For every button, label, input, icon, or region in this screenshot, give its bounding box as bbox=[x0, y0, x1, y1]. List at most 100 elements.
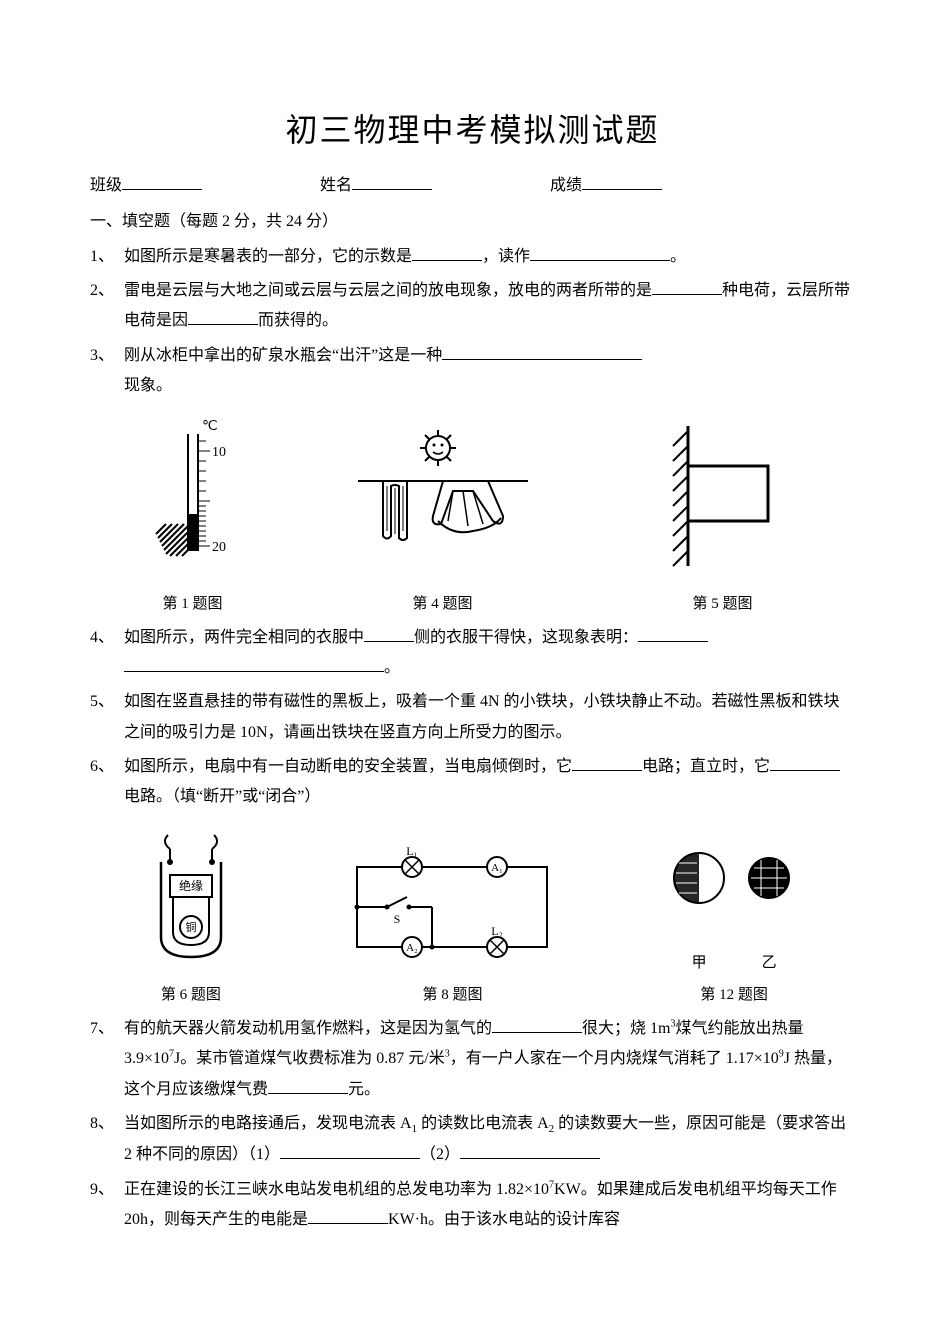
q4-blank-1 bbox=[364, 626, 414, 642]
q1-number: 1、 bbox=[90, 242, 124, 272]
q9-number: 9、 bbox=[90, 1175, 124, 1236]
l2-label: L₂ bbox=[492, 924, 504, 938]
page-title: 初三物理中考模拟测试题 bbox=[90, 100, 855, 161]
question-list-cont2: 7、 有的航天器火箭发动机用氢作燃料，这是因为氢气的很大；烧 1m3煤气约能放出… bbox=[90, 1014, 855, 1171]
figure-q4-caption: 第 4 题图 bbox=[353, 590, 533, 619]
q7-a: 有的航天器火箭发动机用氢作燃料，这是因为氢气的 bbox=[124, 1020, 492, 1037]
circuit-svg: L₁ A₁ A₂ L₂ S bbox=[337, 847, 567, 967]
q7-blank-1 bbox=[492, 1017, 582, 1033]
class-blank bbox=[122, 174, 202, 190]
yi-label: 乙 bbox=[762, 949, 777, 978]
s-label: S bbox=[394, 912, 401, 926]
question-1: 1、 如图所示是寒暑表的一部分，它的示数是 ，读作 。 bbox=[90, 242, 855, 272]
q6-text-b: 电路；直立时，它 bbox=[642, 758, 770, 775]
figure-row-2: 绝缘 铜 第 6 题图 L₁ A₁ A₂ L₂ bbox=[90, 827, 855, 1010]
question-3: 3、 刚从冰柜中拿出的矿泉水瓶会“出汗”这是一种 现象。 bbox=[90, 341, 855, 402]
q7-d: J。某市管道煤气收费标准为 0.87 元/米 bbox=[174, 1050, 445, 1067]
q1-blank-1 bbox=[412, 245, 482, 261]
q2-number: 2、 bbox=[90, 276, 124, 337]
question-7: 7、 有的航天器火箭发动机用氢作燃料，这是因为氢气的很大；烧 1m3煤气约能放出… bbox=[90, 1014, 855, 1105]
figure-q12: 甲 乙 第 12 题图 bbox=[659, 838, 809, 1010]
name-blank bbox=[352, 174, 432, 190]
q4-text-c: 。 bbox=[384, 659, 400, 676]
a2-label: A₂ bbox=[407, 942, 419, 954]
section-1-heading: 一、填空题（每题 2 分，共 24 分） bbox=[90, 207, 855, 237]
question-5: 5、 如图在竖直悬挂的带有磁性的黑板上，吸着一个重 4N 的小铁块，小铁块静止不… bbox=[90, 687, 855, 748]
figure-q1-caption: 第 1 题图 bbox=[148, 590, 238, 619]
figure-q5-caption: 第 5 题图 bbox=[648, 590, 798, 619]
q4-number: 4、 bbox=[90, 623, 124, 684]
q6-blank-2 bbox=[770, 755, 840, 771]
fan-switch-svg: 绝缘 铜 bbox=[136, 827, 246, 967]
q7-number: 7、 bbox=[90, 1014, 124, 1105]
q1-text-c: 。 bbox=[670, 248, 686, 265]
insulation-label: 绝缘 bbox=[179, 878, 203, 893]
copper-label: 铜 bbox=[185, 920, 196, 934]
q3-text-a: 刚从冰柜中拿出的矿泉水瓶会“出汗”这是一种 bbox=[124, 347, 442, 364]
q6-number: 6、 bbox=[90, 752, 124, 813]
figure-q6: 绝缘 铜 第 6 题图 bbox=[136, 827, 246, 1010]
l1-label: L₁ bbox=[407, 847, 419, 858]
q2-blank-2 bbox=[188, 309, 258, 325]
q1-blank-2 bbox=[530, 245, 670, 261]
q9-a: 正在建设的长江三峡水电站发电机组的总发电功率为 1.82×10 bbox=[124, 1181, 549, 1198]
figure-q12-caption: 第 12 题图 bbox=[659, 981, 809, 1010]
q2-text-a: 雷电是云层与大地之间或云层与云层之间的放电现象，放电的两者所带的是 bbox=[124, 282, 652, 299]
q6-text-a: 如图所示，电扇中有一自动断电的安全装置，当电扇倾倒时，它 bbox=[124, 758, 572, 775]
q4-text-a: 如图所示，两件完全相同的衣服中 bbox=[124, 629, 364, 646]
therm-unit: ℃ bbox=[202, 419, 218, 434]
figure-row-1: ℃ 10 bbox=[90, 416, 855, 619]
q6-blank-1 bbox=[572, 755, 642, 771]
a1-label: A₁ bbox=[492, 862, 504, 874]
q8-number: 8、 bbox=[90, 1109, 124, 1170]
question-list-cont: 4、 如图所示，两件完全相同的衣服中 侧的衣服干得快，这现象表明： 。 5、 如图… bbox=[90, 623, 855, 813]
q7-b: 很大；烧 1m bbox=[582, 1020, 670, 1037]
score-label: 成绩 bbox=[550, 177, 582, 194]
magnetic-board-svg bbox=[648, 416, 798, 576]
q8-d: （2） bbox=[420, 1146, 460, 1163]
q4-blank-2 bbox=[638, 626, 708, 642]
q4-text-b: 侧的衣服干得快，这现象表明： bbox=[414, 629, 638, 646]
q7-g: 元。 bbox=[348, 1081, 380, 1098]
therm-tick-bot: 20 bbox=[212, 540, 226, 555]
name-label: 姓名 bbox=[320, 177, 352, 194]
question-6: 6、 如图所示，电扇中有一自动断电的安全装置，当电扇倾倒时，它 电路；直立时，它电… bbox=[90, 752, 855, 813]
q3-number: 3、 bbox=[90, 341, 124, 402]
q3-blank-1 bbox=[442, 344, 642, 360]
q3-text-b: 现象。 bbox=[124, 377, 172, 394]
therm-tick-top: 10 bbox=[212, 445, 226, 460]
q4-blank-3 bbox=[124, 656, 384, 672]
question-2: 2、 雷电是云层与大地之间或云层与云层之间的放电现象，放电的两者所带的是种电荷，… bbox=[90, 276, 855, 337]
class-label: 班级 bbox=[90, 177, 122, 194]
figure-q1: ℃ 10 bbox=[148, 416, 238, 619]
q8-b: 的读数比电流表 A bbox=[417, 1115, 549, 1132]
figure-q6-caption: 第 6 题图 bbox=[136, 981, 246, 1010]
q5-number: 5、 bbox=[90, 687, 124, 748]
jia-label: 甲 bbox=[692, 949, 707, 978]
question-8: 8、 当如图所示的电路接通后，发现电流表 A1 的读数比电流表 A2 的读数要大… bbox=[90, 1109, 855, 1170]
q7-e: ，有一户人家在一个月内烧煤气消耗了 1.17×10 bbox=[450, 1050, 779, 1067]
q8-blank-2 bbox=[460, 1143, 600, 1159]
q6-text-c: 电路。（填“断开”或“闭合”） bbox=[124, 788, 320, 805]
q2-blank-1 bbox=[652, 279, 722, 295]
question-list: 1、 如图所示是寒暑表的一部分，它的示数是 ，读作 。 2、 雷电是云层与大地之间或… bbox=[90, 242, 855, 402]
q9-blank-1 bbox=[308, 1208, 388, 1224]
q7-blank-2 bbox=[268, 1078, 348, 1094]
figure-q5: 第 5 题图 bbox=[648, 416, 798, 619]
q1-text-a: 如图所示是寒暑表的一部分，它的示数是 bbox=[124, 248, 412, 265]
figure-q8-caption: 第 8 题图 bbox=[337, 981, 567, 1010]
question-9: 9、 正在建设的长江三峡水电站发电机组的总发电功率为 1.82×107KW。如果… bbox=[90, 1175, 855, 1236]
score-blank bbox=[582, 174, 662, 190]
thermometer-svg: ℃ 10 bbox=[148, 416, 238, 576]
figure-q4: 第 4 题图 bbox=[353, 426, 533, 619]
q1-text-b: ，读作 bbox=[482, 248, 530, 265]
clothesline-svg bbox=[353, 426, 533, 576]
question-4: 4、 如图所示，两件完全相同的衣服中 侧的衣服干得快，这现象表明： 。 bbox=[90, 623, 855, 684]
q2-text-c: 而获得的。 bbox=[258, 312, 338, 329]
moon-phase-svg bbox=[659, 838, 809, 938]
q5-text-a: 如图在竖直悬挂的带有磁性的黑板上，吸着一个重 4N 的小铁块，小铁块静止不动。若… bbox=[124, 693, 840, 740]
info-row: 班级 姓名 成绩 bbox=[90, 171, 855, 201]
q8-blank-1 bbox=[280, 1143, 420, 1159]
q9-c: KW·h。由于该水电站的设计库容 bbox=[388, 1211, 620, 1228]
q8-a: 当如图所示的电路接通后，发现电流表 A bbox=[124, 1115, 412, 1132]
